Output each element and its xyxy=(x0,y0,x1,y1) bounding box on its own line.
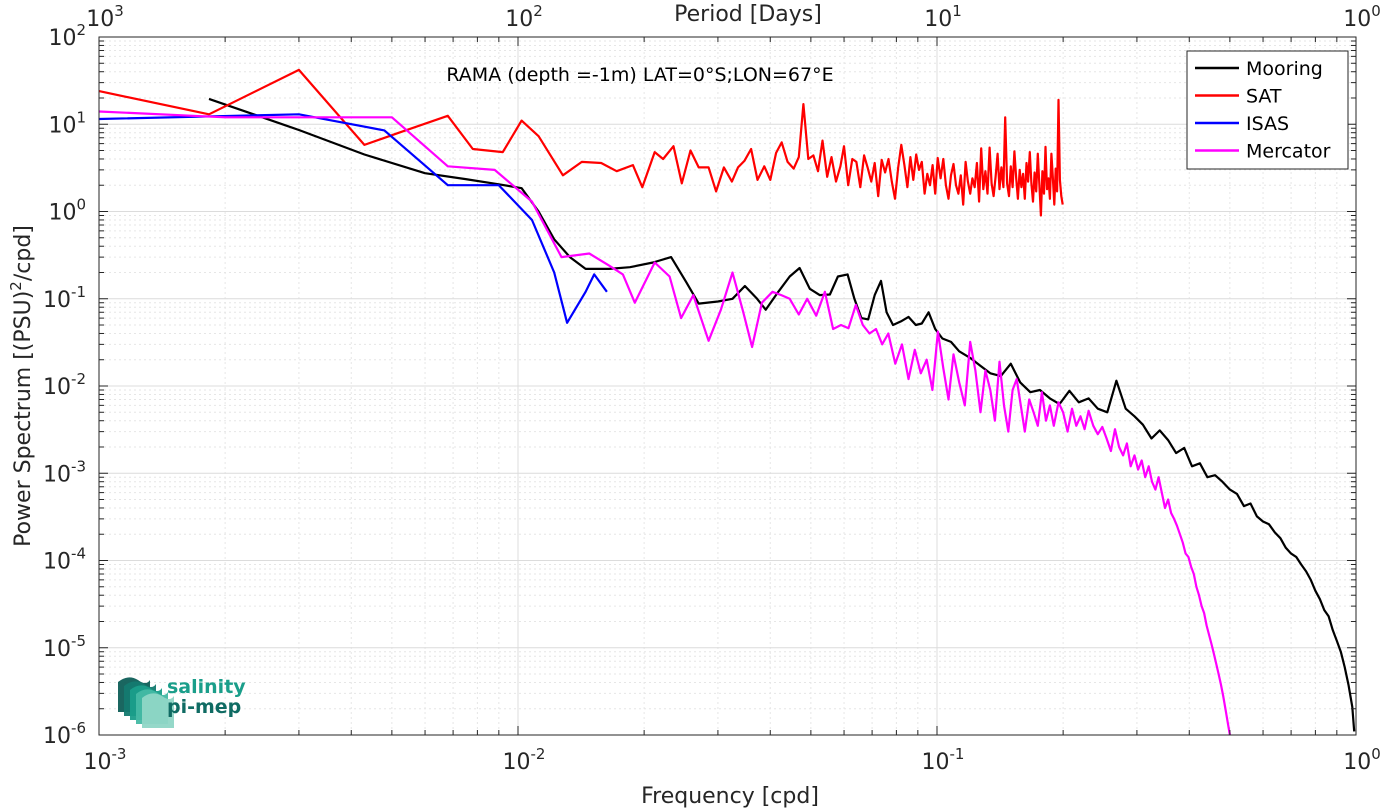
y-tick-label: 10-3 xyxy=(43,457,86,487)
chart-title: RAMA (depth =-1m) LAT=0°S;LON=67°E xyxy=(446,64,833,86)
y-tick-label: 10-4 xyxy=(43,545,86,575)
series-line-mooring xyxy=(208,97,1356,732)
tick-marks xyxy=(98,36,1357,736)
top-tick-label: 103 xyxy=(86,2,124,32)
y-tick-label: 10-5 xyxy=(43,632,86,662)
grid xyxy=(98,37,1356,736)
legend-label-sat: SAT xyxy=(1246,86,1282,108)
x-tick-label: 10-2 xyxy=(503,745,546,775)
x-tick-label: 10-3 xyxy=(84,745,127,775)
legend-label-isas: ISAS xyxy=(1246,113,1289,135)
y-axis-title-main: Power Spectrum [(PSU) xyxy=(11,291,36,547)
series-line-isas xyxy=(98,113,608,324)
logo-wave-layer xyxy=(142,693,174,728)
y-tick-label: 10-6 xyxy=(43,719,86,749)
logo-text-salinity: salinity xyxy=(167,676,246,698)
x-tick-label: 10-1 xyxy=(922,745,965,775)
top-axis-title: Period [Days] xyxy=(674,2,822,27)
logo-wave-mark xyxy=(118,677,174,728)
x-tick-label: 100 xyxy=(1343,745,1381,775)
top-tick-label: 100 xyxy=(1343,2,1381,32)
legend: Mooring SAT ISAS Mercator xyxy=(1186,50,1349,170)
y-tick-label: 100 xyxy=(48,196,86,226)
salinity-pi-mep-logo: salinity pi-mep xyxy=(118,676,246,728)
series-lines xyxy=(98,68,1356,736)
y-axis-title: Power Spectrum [(PSU)2/cpd] xyxy=(7,225,36,547)
series-line-sat xyxy=(98,68,1064,217)
x-axis-title: Frequency [cpd] xyxy=(641,784,819,809)
y-tick-label: 10-1 xyxy=(43,283,86,313)
legend-items: Mooring SAT ISAS Mercator xyxy=(1195,58,1331,163)
y-axis-title-superscript: 2 xyxy=(7,281,25,291)
y-tick-label: 102 xyxy=(48,21,86,51)
legend-label-mercator: Mercator xyxy=(1246,141,1331,163)
y-tick-label: 10-2 xyxy=(43,370,86,400)
y-axis-title-unit: /cpd] xyxy=(11,225,36,281)
series-line-mercator xyxy=(98,110,1231,736)
top-tick-label: 102 xyxy=(505,2,543,32)
y-tick-label: 101 xyxy=(48,108,86,138)
top-tick-label: 101 xyxy=(924,2,962,32)
legend-label-mooring: Mooring xyxy=(1246,58,1323,80)
logo-text-pi-mep: pi-mep xyxy=(167,696,241,718)
